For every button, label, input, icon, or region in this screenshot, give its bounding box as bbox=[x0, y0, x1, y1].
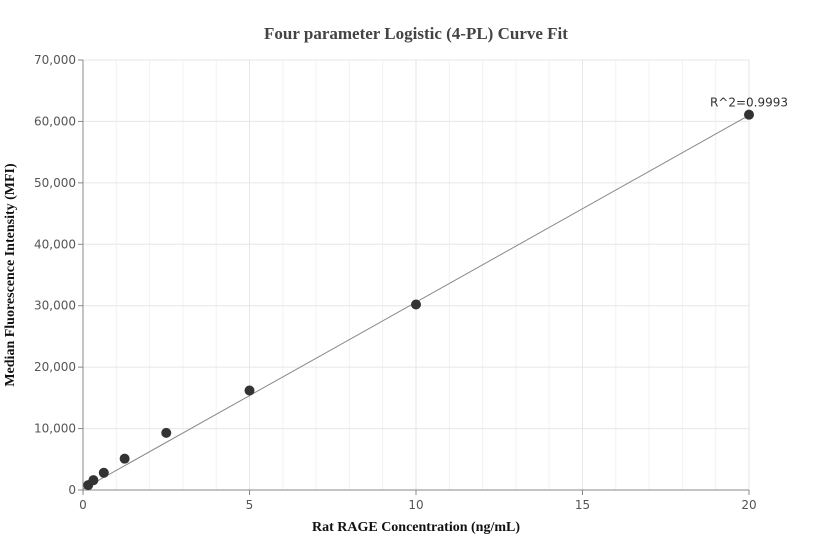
data-point bbox=[119, 453, 130, 464]
x-tick-label: 0 bbox=[79, 498, 87, 512]
data-point bbox=[244, 385, 255, 396]
r-squared-annotation: R^2=0.9993 bbox=[710, 96, 788, 110]
y-tick-label: 0 bbox=[68, 483, 76, 497]
data-point bbox=[98, 467, 109, 478]
x-tick-label: 15 bbox=[575, 498, 590, 512]
y-tick-label: 30,000 bbox=[34, 299, 76, 313]
x-tick-label: 10 bbox=[408, 498, 423, 512]
data-point bbox=[744, 109, 754, 120]
y-tick-label: 40,000 bbox=[34, 237, 76, 251]
y-axis-title: Median Fluorescence Intensity (MFI) bbox=[3, 163, 18, 387]
y-tick-label: 10,000 bbox=[34, 422, 76, 436]
data-point bbox=[161, 427, 172, 438]
data-point bbox=[411, 299, 421, 310]
chart-title: Four parameter Logistic (4-PL) Curve Fit bbox=[264, 24, 568, 43]
y-tick-label: 70,000 bbox=[34, 53, 76, 67]
y-tick-label: 20,000 bbox=[34, 360, 76, 374]
x-tick-label: 5 bbox=[246, 498, 254, 512]
y-tick-label: 60,000 bbox=[34, 114, 76, 128]
grid bbox=[83, 59, 750, 490]
axes: 0 10,000 20,000 30,000 40,000 50,000 60,000 70,… bbox=[34, 53, 757, 512]
data-points bbox=[83, 109, 754, 491]
y-tick-label: 50,000 bbox=[34, 176, 76, 190]
x-axis-title: Rat RAGE Concentration (ng/mL) bbox=[312, 520, 520, 535]
x-tick-label: 20 bbox=[741, 498, 756, 512]
data-point bbox=[88, 475, 99, 486]
